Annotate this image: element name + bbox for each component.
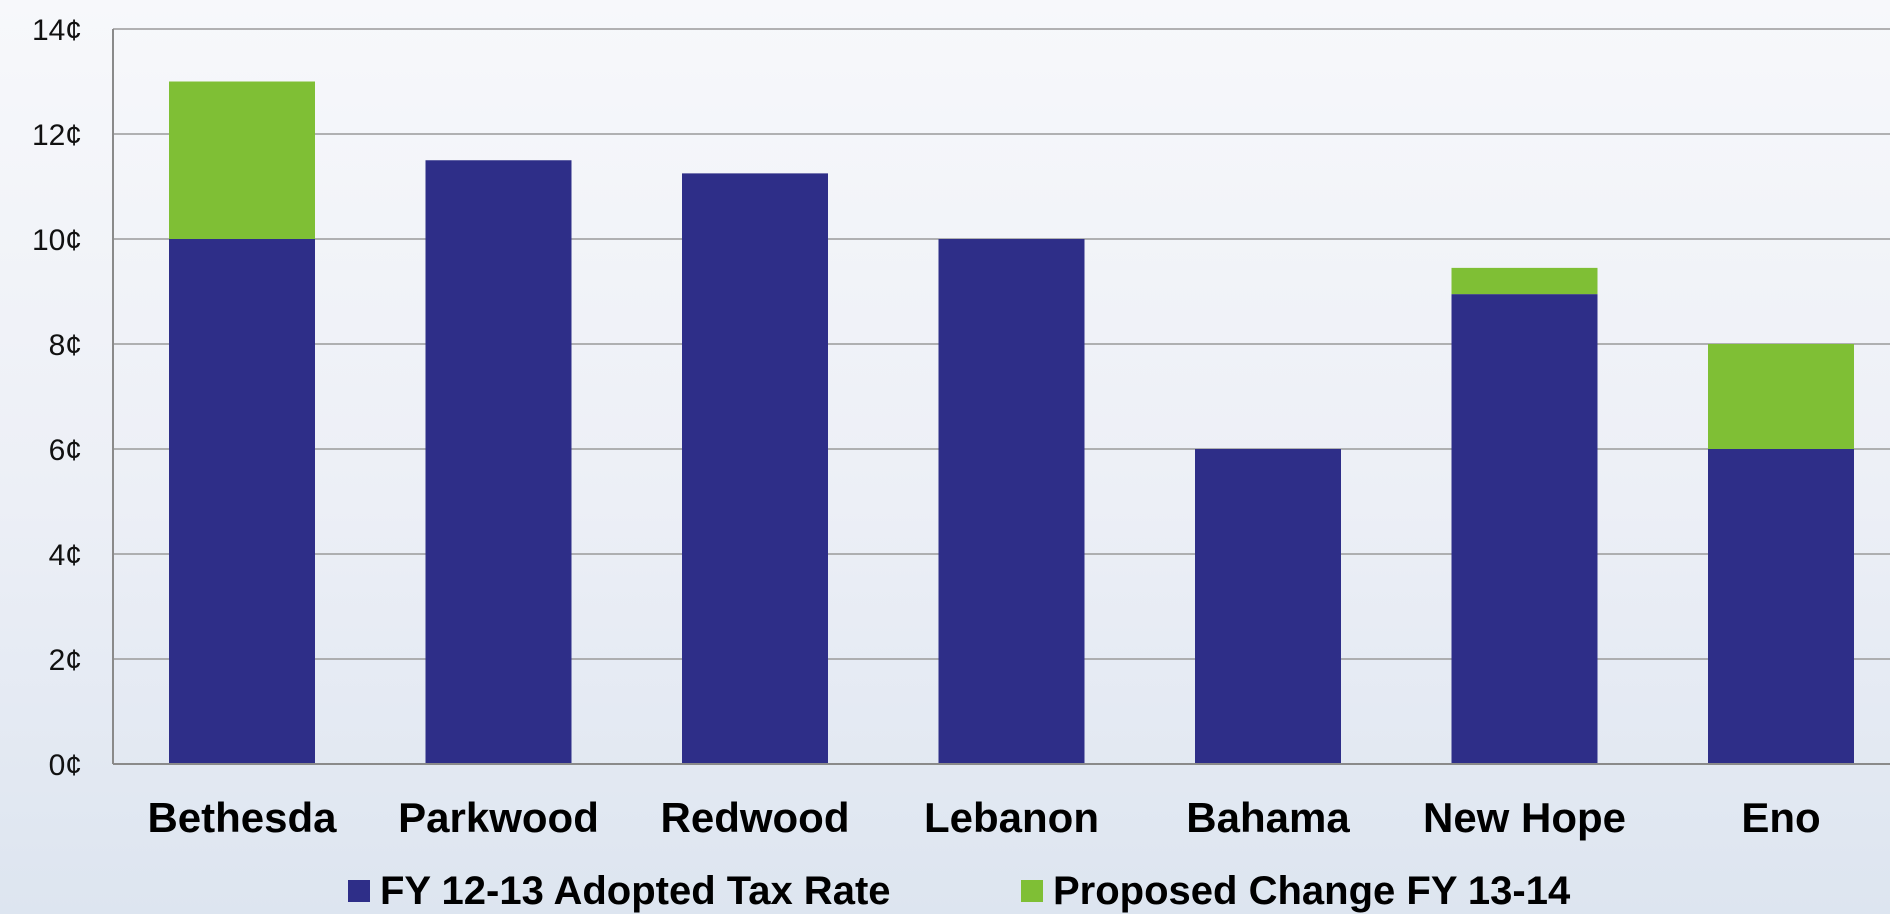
y-tick-label: 4¢ (49, 539, 82, 572)
bar-adopted-new-hope (1451, 294, 1598, 764)
x-tick-label: Bethesda (147, 794, 337, 841)
legend-item-adopted: FY 12-13 Adopted Tax Rate (348, 869, 891, 913)
y-tick-label: 2¢ (49, 644, 82, 677)
bar-adopted-parkwood (425, 160, 572, 764)
x-tick-label: Redwood (661, 794, 850, 841)
bar-adopted-eno (1708, 449, 1854, 764)
x-tick-label: Eno (1741, 794, 1820, 841)
y-axis-ticks: 0¢ 2¢ 4¢ 6¢ 8¢ 10¢ 12¢ 14¢ (32, 14, 82, 782)
legend-label-adopted: FY 12-13 Adopted Tax Rate (380, 869, 891, 913)
legend-label-proposed: Proposed Change FY 13-14 (1053, 869, 1571, 913)
y-tick-label: 0¢ (49, 749, 82, 782)
legend: FY 12-13 Adopted Tax Rate Proposed Chang… (348, 869, 1571, 913)
x-tick-label: Bahama (1186, 794, 1350, 841)
bar-adopted-bethesda (169, 239, 315, 764)
legend-swatch-adopted (348, 880, 370, 902)
bar-adopted-lebanon (938, 239, 1085, 764)
bars (169, 81, 1854, 764)
y-tick-label: 6¢ (49, 434, 82, 467)
bar-adopted-bahama (1195, 449, 1341, 764)
legend-swatch-proposed (1021, 880, 1043, 902)
y-tick-label: 10¢ (32, 224, 82, 257)
bar-proposed-eno (1708, 344, 1854, 449)
x-axis-labels: Bethesda Parkwood Redwood Lebanon Bahama New … (147, 794, 1820, 841)
bar-proposed-new-hope (1451, 267, 1598, 295)
legend-item-proposed: Proposed Change FY 13-14 (1021, 869, 1571, 913)
x-tick-label: Parkwood (398, 794, 599, 841)
x-tick-label: New Hope (1423, 794, 1626, 841)
bar-proposed-bethesda (169, 81, 315, 239)
x-tick-label: Lebanon (924, 794, 1099, 841)
bar-adopted-redwood (682, 173, 828, 764)
y-tick-label: 8¢ (49, 329, 82, 362)
y-tick-label: 14¢ (32, 14, 82, 47)
y-tick-label: 12¢ (32, 119, 82, 152)
